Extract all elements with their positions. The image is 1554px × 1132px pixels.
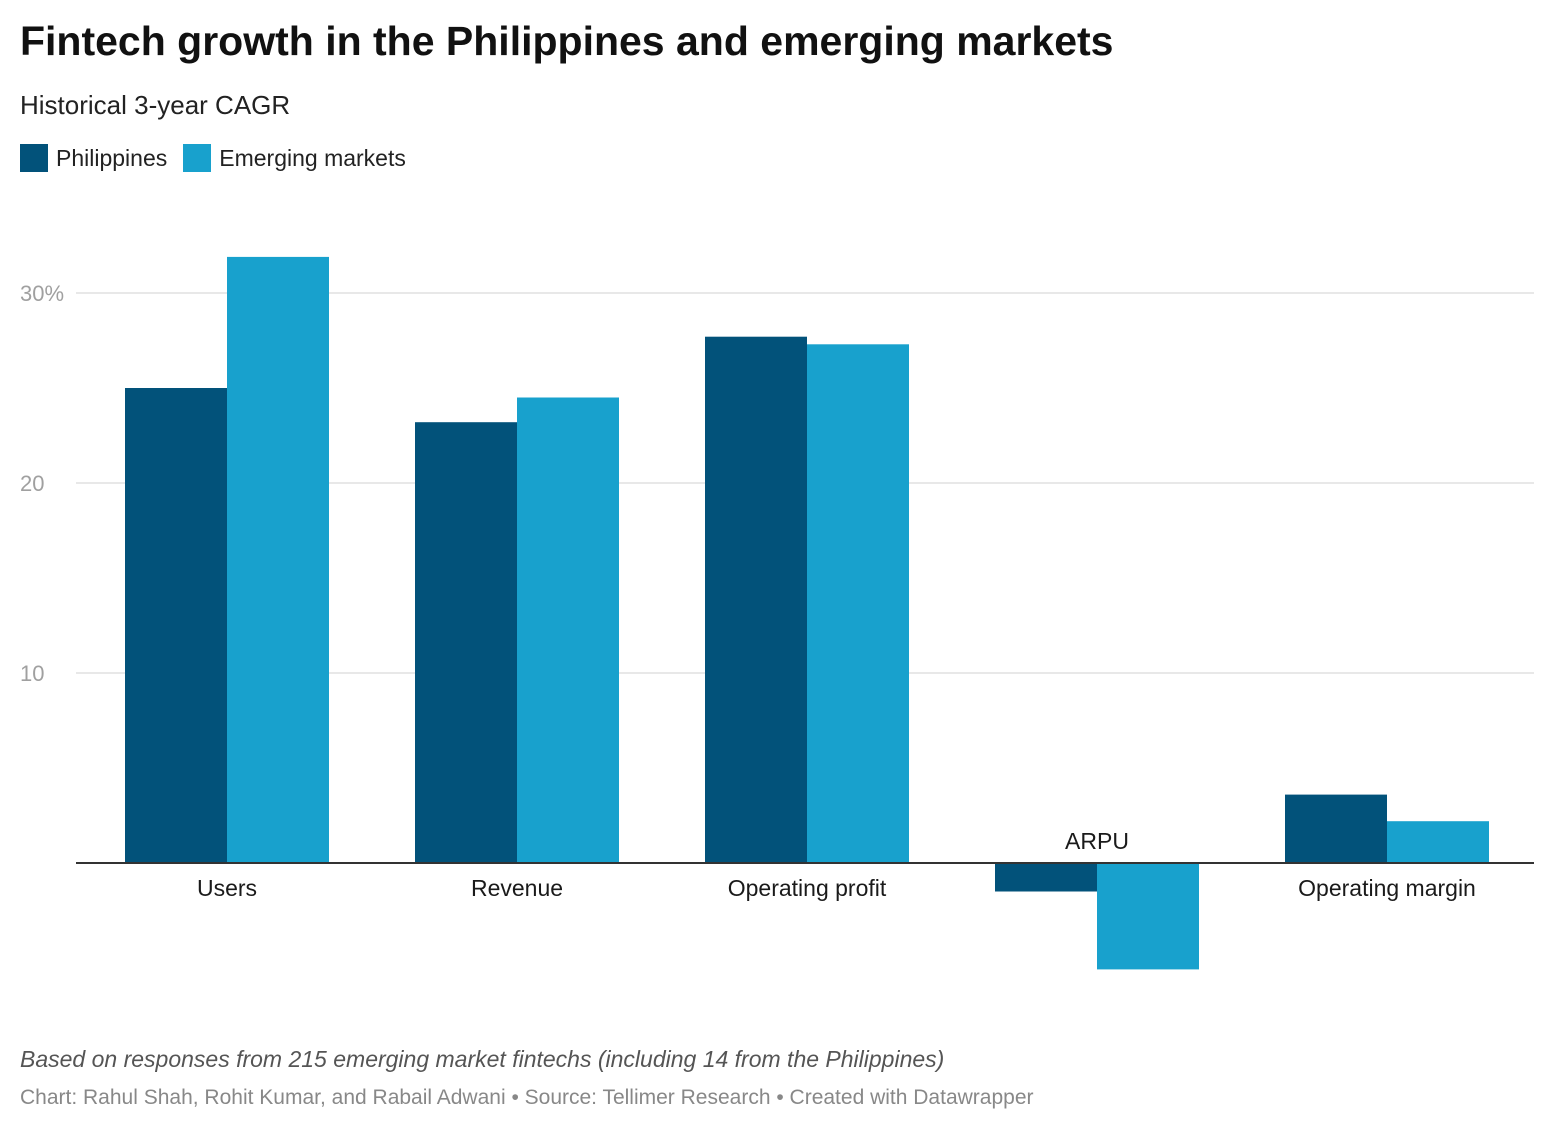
legend-swatch-philippines <box>20 144 48 172</box>
bar <box>125 388 227 863</box>
category-label: ARPU <box>1065 828 1129 854</box>
y-tick-label: 20 <box>20 471 44 496</box>
bar <box>1387 821 1489 863</box>
bar <box>995 863 1097 892</box>
bar <box>517 397 619 863</box>
chart-notes: Based on responses from 215 emerging mar… <box>20 1046 945 1072</box>
bar <box>227 256 329 863</box>
legend-swatch-emerging-markets <box>183 144 212 172</box>
bar <box>705 336 807 863</box>
bar <box>1097 863 1199 970</box>
category-label: Revenue <box>471 875 563 901</box>
chart-title: Fintech growth in the Philippines and em… <box>20 18 1114 64</box>
legend-item-emerging-markets: Emerging markets <box>183 144 406 172</box>
chart-subtitle: Historical 3-year CAGR <box>20 90 291 120</box>
category-label: Users <box>197 875 257 901</box>
legend-item-philippines: Philippines <box>20 144 167 172</box>
bar <box>1285 794 1387 863</box>
y-tick-label: 10 <box>20 661 44 686</box>
legend-label-philippines: Philippines <box>56 144 168 171</box>
y-tick-label: 30% <box>20 281 64 306</box>
category-label: Operating profit <box>728 875 887 901</box>
legend-label-emerging-markets: Emerging markets <box>219 144 406 171</box>
category-label: Operating margin <box>1298 875 1476 901</box>
legend: Philippines Emerging markets <box>20 144 422 172</box>
chart-byline: Chart: Rahul Shah, Rohit Kumar, and Raba… <box>20 1086 1034 1109</box>
bar <box>807 344 909 863</box>
bar <box>415 422 517 863</box>
